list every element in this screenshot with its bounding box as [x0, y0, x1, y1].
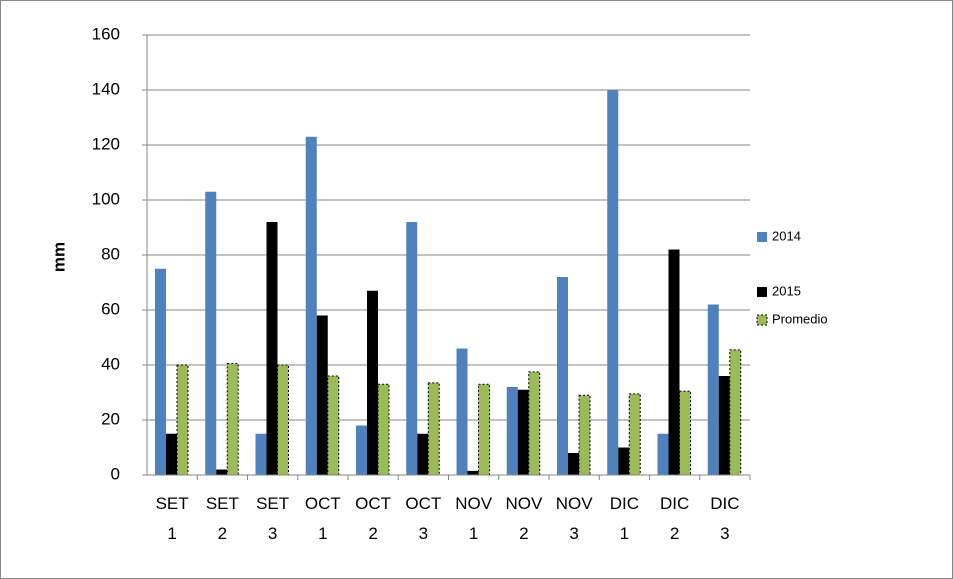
bar	[205, 191, 217, 475]
x-tick-label: OCT 1	[305, 494, 341, 543]
bar	[657, 433, 669, 475]
bar	[478, 383, 490, 476]
bar	[456, 348, 468, 475]
y-tick-label: 100	[92, 189, 120, 208]
legend-swatch	[757, 232, 767, 242]
x-tick-label: SET 1	[156, 494, 189, 543]
x-tick-label: DIC 2	[660, 494, 689, 543]
y-tick-label: 160	[92, 24, 120, 43]
bar	[406, 222, 418, 475]
bar	[607, 90, 619, 475]
bar	[277, 364, 289, 476]
bar	[316, 315, 328, 475]
bar	[327, 375, 340, 476]
x-tick-label: OCT 3	[405, 494, 441, 543]
y-tick-label: 20	[101, 409, 120, 428]
bar	[356, 425, 367, 475]
x-tick-label: NOV 1	[455, 494, 493, 543]
bar	[729, 349, 742, 476]
x-tick-label: SET 3	[256, 494, 289, 543]
bar	[618, 447, 630, 475]
y-tick-label: 140	[92, 79, 120, 98]
legend-label: 2015	[772, 283, 801, 298]
x-tick-label: DIC 1	[610, 494, 639, 543]
bar	[506, 387, 518, 475]
legend-swatch	[757, 287, 767, 297]
bar	[557, 277, 568, 475]
bar	[266, 222, 278, 475]
bar	[166, 433, 177, 475]
x-tick-label: NOV 3	[556, 494, 594, 543]
bar	[517, 389, 529, 475]
bar	[226, 363, 239, 476]
bar	[528, 371, 541, 476]
bar	[668, 249, 680, 475]
legend-label: Promedio	[772, 311, 828, 326]
bar	[578, 394, 591, 476]
bar	[679, 390, 691, 476]
y-tick-label: 40	[101, 354, 120, 373]
bar	[377, 383, 390, 476]
bar	[176, 364, 189, 476]
x-tick-label: DIC 3	[710, 494, 739, 543]
x-tick-label: OCT 2	[355, 494, 391, 543]
y-tick-label: 120	[92, 134, 120, 153]
bar	[216, 469, 228, 475]
y-axis-label: mm	[49, 242, 68, 272]
bar	[255, 433, 267, 475]
bar	[155, 268, 166, 475]
bar	[718, 376, 730, 475]
y-tick-label: 0	[111, 464, 120, 483]
legend-swatch	[756, 314, 768, 326]
bar	[628, 393, 641, 476]
x-tick-label: SET 2	[206, 494, 239, 543]
bar	[467, 470, 479, 475]
bar	[305, 136, 317, 475]
bar	[707, 304, 719, 475]
legend-label: 2014	[772, 228, 801, 243]
bar	[427, 382, 440, 476]
bar	[367, 290, 378, 475]
x-tick-label: NOV 2	[505, 494, 543, 543]
y-tick-label: 80	[101, 244, 120, 263]
bar	[417, 433, 429, 475]
y-tick-label: 60	[101, 299, 120, 318]
bar	[568, 453, 579, 475]
